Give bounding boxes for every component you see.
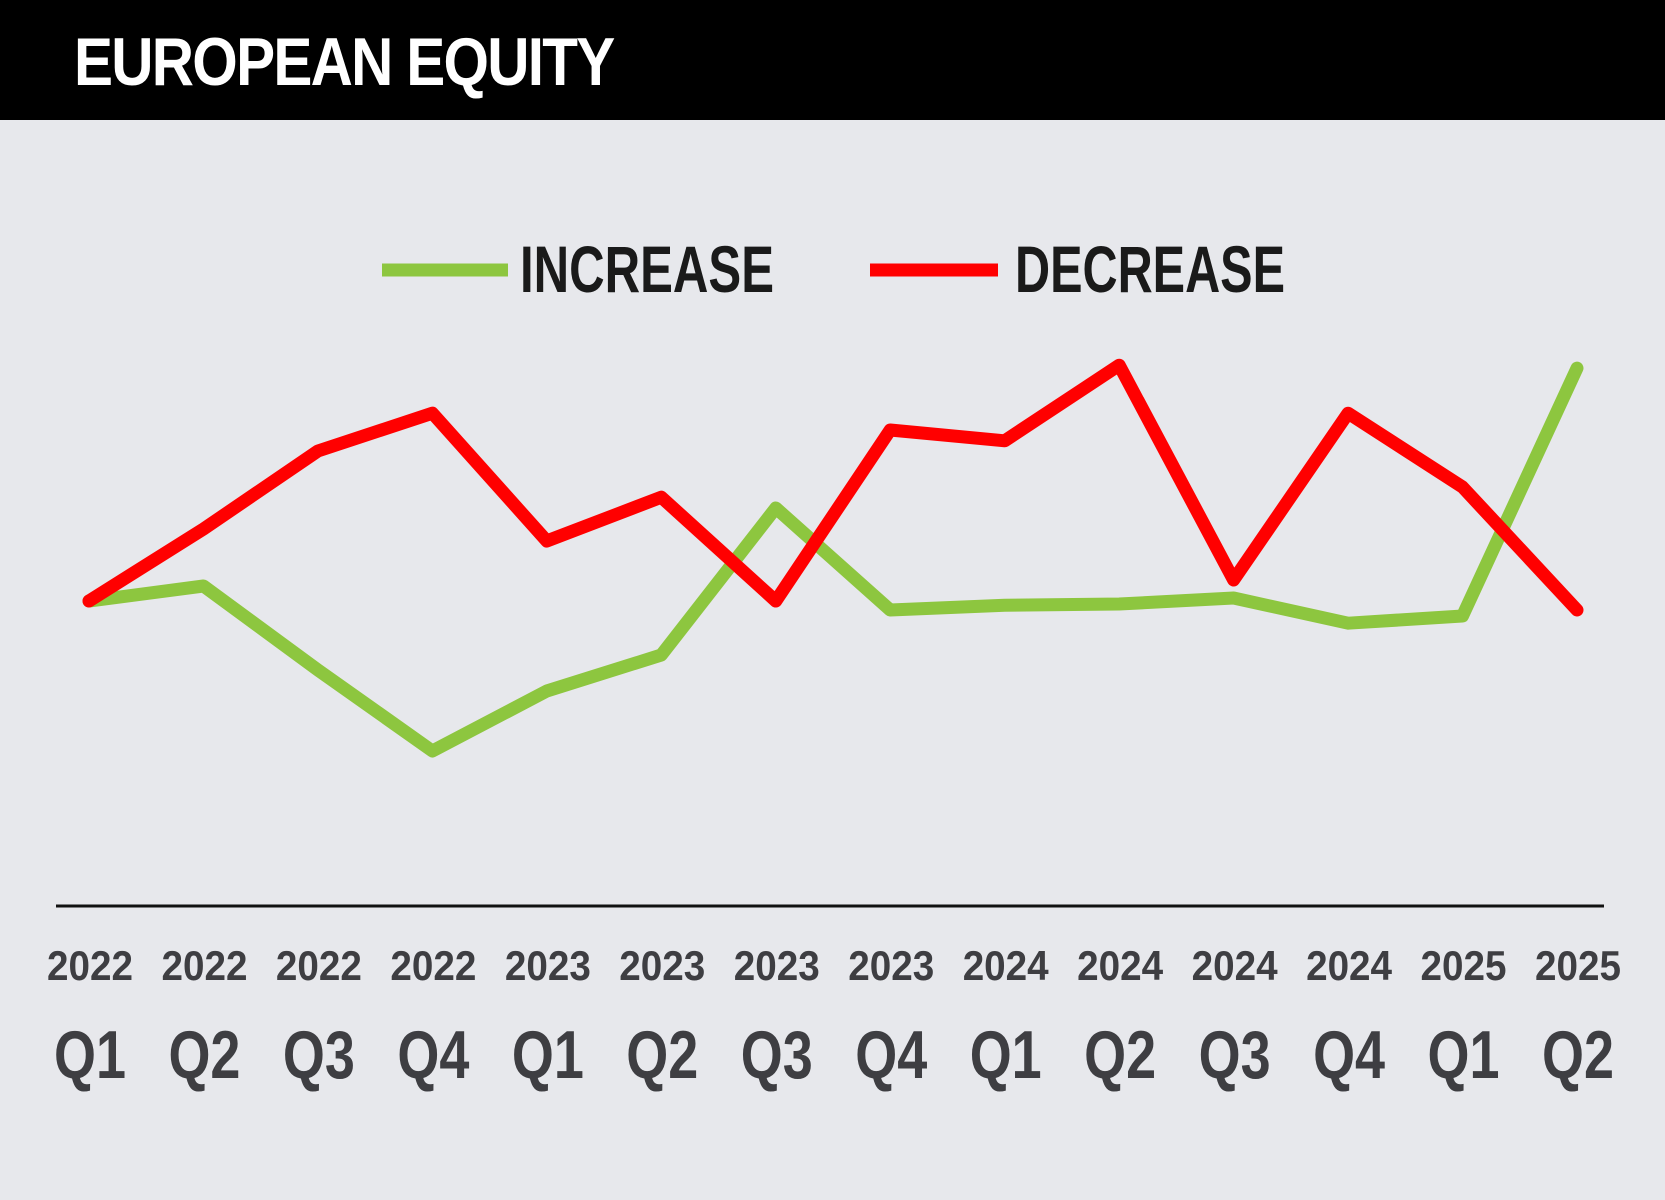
- x-tick-year: 2022: [161, 942, 247, 989]
- plot-area: [82, 358, 1584, 758]
- x-tick-year: 2023: [848, 942, 934, 989]
- x-tick-year: 2022: [276, 942, 362, 989]
- title-bar: [0, 0, 1665, 120]
- x-tick-quarter: Q1: [54, 1017, 126, 1093]
- x-tick-quarter: Q4: [855, 1017, 927, 1093]
- x-tick-year: 2022: [47, 942, 133, 989]
- series-line-increase: [82, 361, 1584, 758]
- x-tick-quarter: Q3: [741, 1017, 813, 1093]
- x-tick-quarter: Q3: [283, 1017, 355, 1093]
- x-tick-year: 2025: [1535, 942, 1621, 989]
- x-tick-year: 2024: [1077, 942, 1164, 989]
- legend-label-increase: INCREASE: [520, 232, 774, 306]
- x-tick-quarter: Q1: [512, 1017, 584, 1093]
- x-tick-year: 2023: [734, 942, 820, 989]
- legend: INCREASE DECREASE: [382, 232, 1285, 306]
- x-tick-quarter: Q2: [168, 1017, 240, 1093]
- x-tick-quarter: Q1: [1428, 1017, 1500, 1093]
- x-tick-quarter: Q2: [1084, 1017, 1156, 1093]
- series-line-decrease: [82, 358, 1584, 617]
- x-tick-quarter: Q4: [1313, 1017, 1385, 1093]
- x-tick-year: 2025: [1421, 942, 1507, 989]
- legend-label-decrease: DECREASE: [1015, 232, 1285, 306]
- x-tick-year: 2023: [619, 942, 705, 989]
- x-tick-quarter: Q2: [626, 1017, 698, 1093]
- x-tick-year: 2024: [963, 942, 1050, 989]
- x-tick-quarter: Q1: [970, 1017, 1042, 1093]
- x-tick-year: 2024: [1306, 942, 1393, 989]
- x-tick-quarter: Q4: [397, 1017, 469, 1093]
- x-tick-quarter: Q2: [1542, 1017, 1614, 1093]
- x-tick-quarter: Q3: [1199, 1017, 1271, 1093]
- x-tick-year: 2024: [1192, 942, 1279, 989]
- x-tick-year: 2022: [390, 942, 476, 989]
- x-axis-ticks: 2022 Q1 2022 Q2 2022 Q3 2022 Q4 2023 Q1 2023 Q2 2023…: [47, 942, 1621, 1093]
- chart-title: EUROPEAN EQUITY: [74, 24, 615, 100]
- x-tick-year: 2023: [505, 942, 591, 989]
